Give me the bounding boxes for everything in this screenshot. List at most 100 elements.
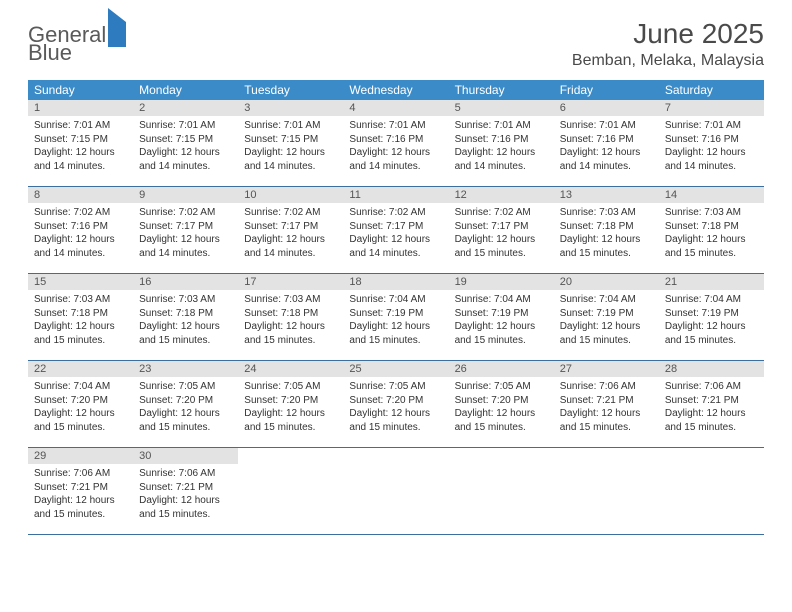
day-d1: Daylight: 12 hours bbox=[349, 233, 442, 247]
day-ss: Sunset: 7:19 PM bbox=[455, 307, 548, 321]
day-body: Sunrise: 7:03 AMSunset: 7:18 PMDaylight:… bbox=[238, 290, 343, 353]
day-number: 18 bbox=[343, 274, 448, 290]
dow-fri: Friday bbox=[554, 80, 659, 100]
day-number: 10 bbox=[238, 187, 343, 203]
title-block: June 2025 Bemban, Melaka, Malaysia bbox=[572, 18, 764, 70]
day-d1: Daylight: 12 hours bbox=[349, 407, 442, 421]
day-d2: and 14 minutes. bbox=[560, 160, 653, 174]
day-ss: Sunset: 7:20 PM bbox=[139, 394, 232, 408]
day-d2: and 15 minutes. bbox=[665, 421, 758, 435]
day-d2: and 15 minutes. bbox=[244, 421, 337, 435]
day-number: 22 bbox=[28, 361, 133, 377]
day-body: Sunrise: 7:01 AMSunset: 7:15 PMDaylight:… bbox=[238, 116, 343, 179]
day-ss: Sunset: 7:16 PM bbox=[34, 220, 127, 234]
day-d1: Daylight: 12 hours bbox=[34, 407, 127, 421]
logo-sail-icon bbox=[108, 8, 126, 47]
day-d1: Daylight: 12 hours bbox=[455, 320, 548, 334]
day-number: 3 bbox=[238, 100, 343, 116]
day-ss: Sunset: 7:16 PM bbox=[665, 133, 758, 147]
day-d1: Daylight: 12 hours bbox=[244, 146, 337, 160]
day-d2: and 15 minutes. bbox=[34, 334, 127, 348]
day-sr: Sunrise: 7:02 AM bbox=[139, 206, 232, 220]
calendar-grid: Sunday Monday Tuesday Wednesday Thursday… bbox=[28, 80, 764, 535]
day-body: Sunrise: 7:03 AMSunset: 7:18 PMDaylight:… bbox=[28, 290, 133, 353]
day-d2: and 15 minutes. bbox=[455, 421, 548, 435]
day-cell bbox=[554, 448, 659, 534]
day-sr: Sunrise: 7:01 AM bbox=[560, 119, 653, 133]
day-d2: and 14 minutes. bbox=[34, 247, 127, 261]
day-ss: Sunset: 7:21 PM bbox=[34, 481, 127, 495]
day-d2: and 14 minutes. bbox=[349, 160, 442, 174]
dow-row: Sunday Monday Tuesday Wednesday Thursday… bbox=[28, 80, 764, 100]
dow-sun: Sunday bbox=[28, 80, 133, 100]
day-ss: Sunset: 7:17 PM bbox=[349, 220, 442, 234]
day-d1: Daylight: 12 hours bbox=[560, 146, 653, 160]
day-number: 4 bbox=[343, 100, 448, 116]
dow-mon: Monday bbox=[133, 80, 238, 100]
day-d1: Daylight: 12 hours bbox=[560, 320, 653, 334]
day-d2: and 15 minutes. bbox=[34, 508, 127, 522]
dow-thu: Thursday bbox=[449, 80, 554, 100]
day-sr: Sunrise: 7:02 AM bbox=[244, 206, 337, 220]
day-cell: 6 Sunrise: 7:01 AMSunset: 7:16 PMDaylight… bbox=[554, 100, 659, 186]
day-cell: 20Sunrise: 7:04 AMSunset: 7:19 PMDayligh… bbox=[554, 274, 659, 360]
day-ss: Sunset: 7:15 PM bbox=[139, 133, 232, 147]
day-cell: 7Sunrise: 7:01 AMSunset: 7:16 PMDaylight… bbox=[659, 100, 764, 186]
day-cell bbox=[449, 448, 554, 534]
day-sr: Sunrise: 7:06 AM bbox=[139, 467, 232, 481]
day-body: Sunrise: 7:03 AMSunset: 7:18 PMDaylight:… bbox=[659, 203, 764, 266]
day-sr: Sunrise: 7:05 AM bbox=[455, 380, 548, 394]
day-sr: Sunrise: 7:01 AM bbox=[34, 119, 127, 133]
day-sr: Sunrise: 7:04 AM bbox=[349, 293, 442, 307]
day-d1: Daylight: 12 hours bbox=[139, 407, 232, 421]
day-d1: Daylight: 12 hours bbox=[244, 233, 337, 247]
day-number: 15 bbox=[28, 274, 133, 290]
day-ss: Sunset: 7:18 PM bbox=[560, 220, 653, 234]
day-cell: 27Sunrise: 7:06 AMSunset: 7:21 PMDayligh… bbox=[554, 361, 659, 447]
day-d2: and 15 minutes. bbox=[244, 334, 337, 348]
day-cell: 30Sunrise: 7:06 AMSunset: 7:21 PMDayligh… bbox=[133, 448, 238, 534]
day-sr: Sunrise: 7:03 AM bbox=[665, 206, 758, 220]
day-cell: 23Sunrise: 7:05 AMSunset: 7:20 PMDayligh… bbox=[133, 361, 238, 447]
week-row: 29Sunrise: 7:06 AMSunset: 7:21 PMDayligh… bbox=[28, 448, 764, 535]
day-ss: Sunset: 7:16 PM bbox=[560, 133, 653, 147]
day-sr: Sunrise: 7:03 AM bbox=[560, 206, 653, 220]
day-sr: Sunrise: 7:04 AM bbox=[560, 293, 653, 307]
day-cell: 13Sunrise: 7:03 AMSunset: 7:18 PMDayligh… bbox=[554, 187, 659, 273]
day-d1: Daylight: 12 hours bbox=[455, 407, 548, 421]
day-d2: and 15 minutes. bbox=[665, 247, 758, 261]
day-sr: Sunrise: 7:02 AM bbox=[455, 206, 548, 220]
day-d1: Daylight: 12 hours bbox=[139, 233, 232, 247]
day-d1: Daylight: 12 hours bbox=[34, 494, 127, 508]
day-d1: Daylight: 12 hours bbox=[665, 146, 758, 160]
day-number: 6 bbox=[554, 100, 659, 116]
day-cell: 14Sunrise: 7:03 AMSunset: 7:18 PMDayligh… bbox=[659, 187, 764, 273]
week-row: 15Sunrise: 7:03 AMSunset: 7:18 PMDayligh… bbox=[28, 274, 764, 361]
day-cell: 8Sunrise: 7:02 AMSunset: 7:16 PMDaylight… bbox=[28, 187, 133, 273]
day-body: Sunrise: 7:04 AMSunset: 7:19 PMDaylight:… bbox=[343, 290, 448, 353]
day-sr: Sunrise: 7:06 AM bbox=[560, 380, 653, 394]
dow-wed: Wednesday bbox=[343, 80, 448, 100]
day-d1: Daylight: 12 hours bbox=[244, 320, 337, 334]
day-cell: 17Sunrise: 7:03 AMSunset: 7:18 PMDayligh… bbox=[238, 274, 343, 360]
day-cell: 28Sunrise: 7:06 AMSunset: 7:21 PMDayligh… bbox=[659, 361, 764, 447]
day-d1: Daylight: 12 hours bbox=[139, 320, 232, 334]
day-cell: 10Sunrise: 7:02 AMSunset: 7:17 PMDayligh… bbox=[238, 187, 343, 273]
day-ss: Sunset: 7:20 PM bbox=[349, 394, 442, 408]
day-sr: Sunrise: 7:01 AM bbox=[349, 119, 442, 133]
day-number: 17 bbox=[238, 274, 343, 290]
day-sr: Sunrise: 7:03 AM bbox=[139, 293, 232, 307]
day-body: Sunrise: 7:03 AMSunset: 7:18 PMDaylight:… bbox=[554, 203, 659, 266]
day-d1: Daylight: 12 hours bbox=[665, 320, 758, 334]
day-d1: Daylight: 12 hours bbox=[139, 494, 232, 508]
day-number: 1 bbox=[28, 100, 133, 116]
day-body: Sunrise: 7:04 AMSunset: 7:19 PMDaylight:… bbox=[449, 290, 554, 353]
day-ss: Sunset: 7:15 PM bbox=[34, 133, 127, 147]
day-d2: and 15 minutes. bbox=[665, 334, 758, 348]
day-ss: Sunset: 7:16 PM bbox=[455, 133, 548, 147]
day-body: Sunrise: 7:01 AMSunset: 7:16 PMDaylight:… bbox=[659, 116, 764, 179]
day-d2: and 15 minutes. bbox=[455, 247, 548, 261]
day-number: 12 bbox=[449, 187, 554, 203]
day-ss: Sunset: 7:19 PM bbox=[349, 307, 442, 321]
day-number: 28 bbox=[659, 361, 764, 377]
